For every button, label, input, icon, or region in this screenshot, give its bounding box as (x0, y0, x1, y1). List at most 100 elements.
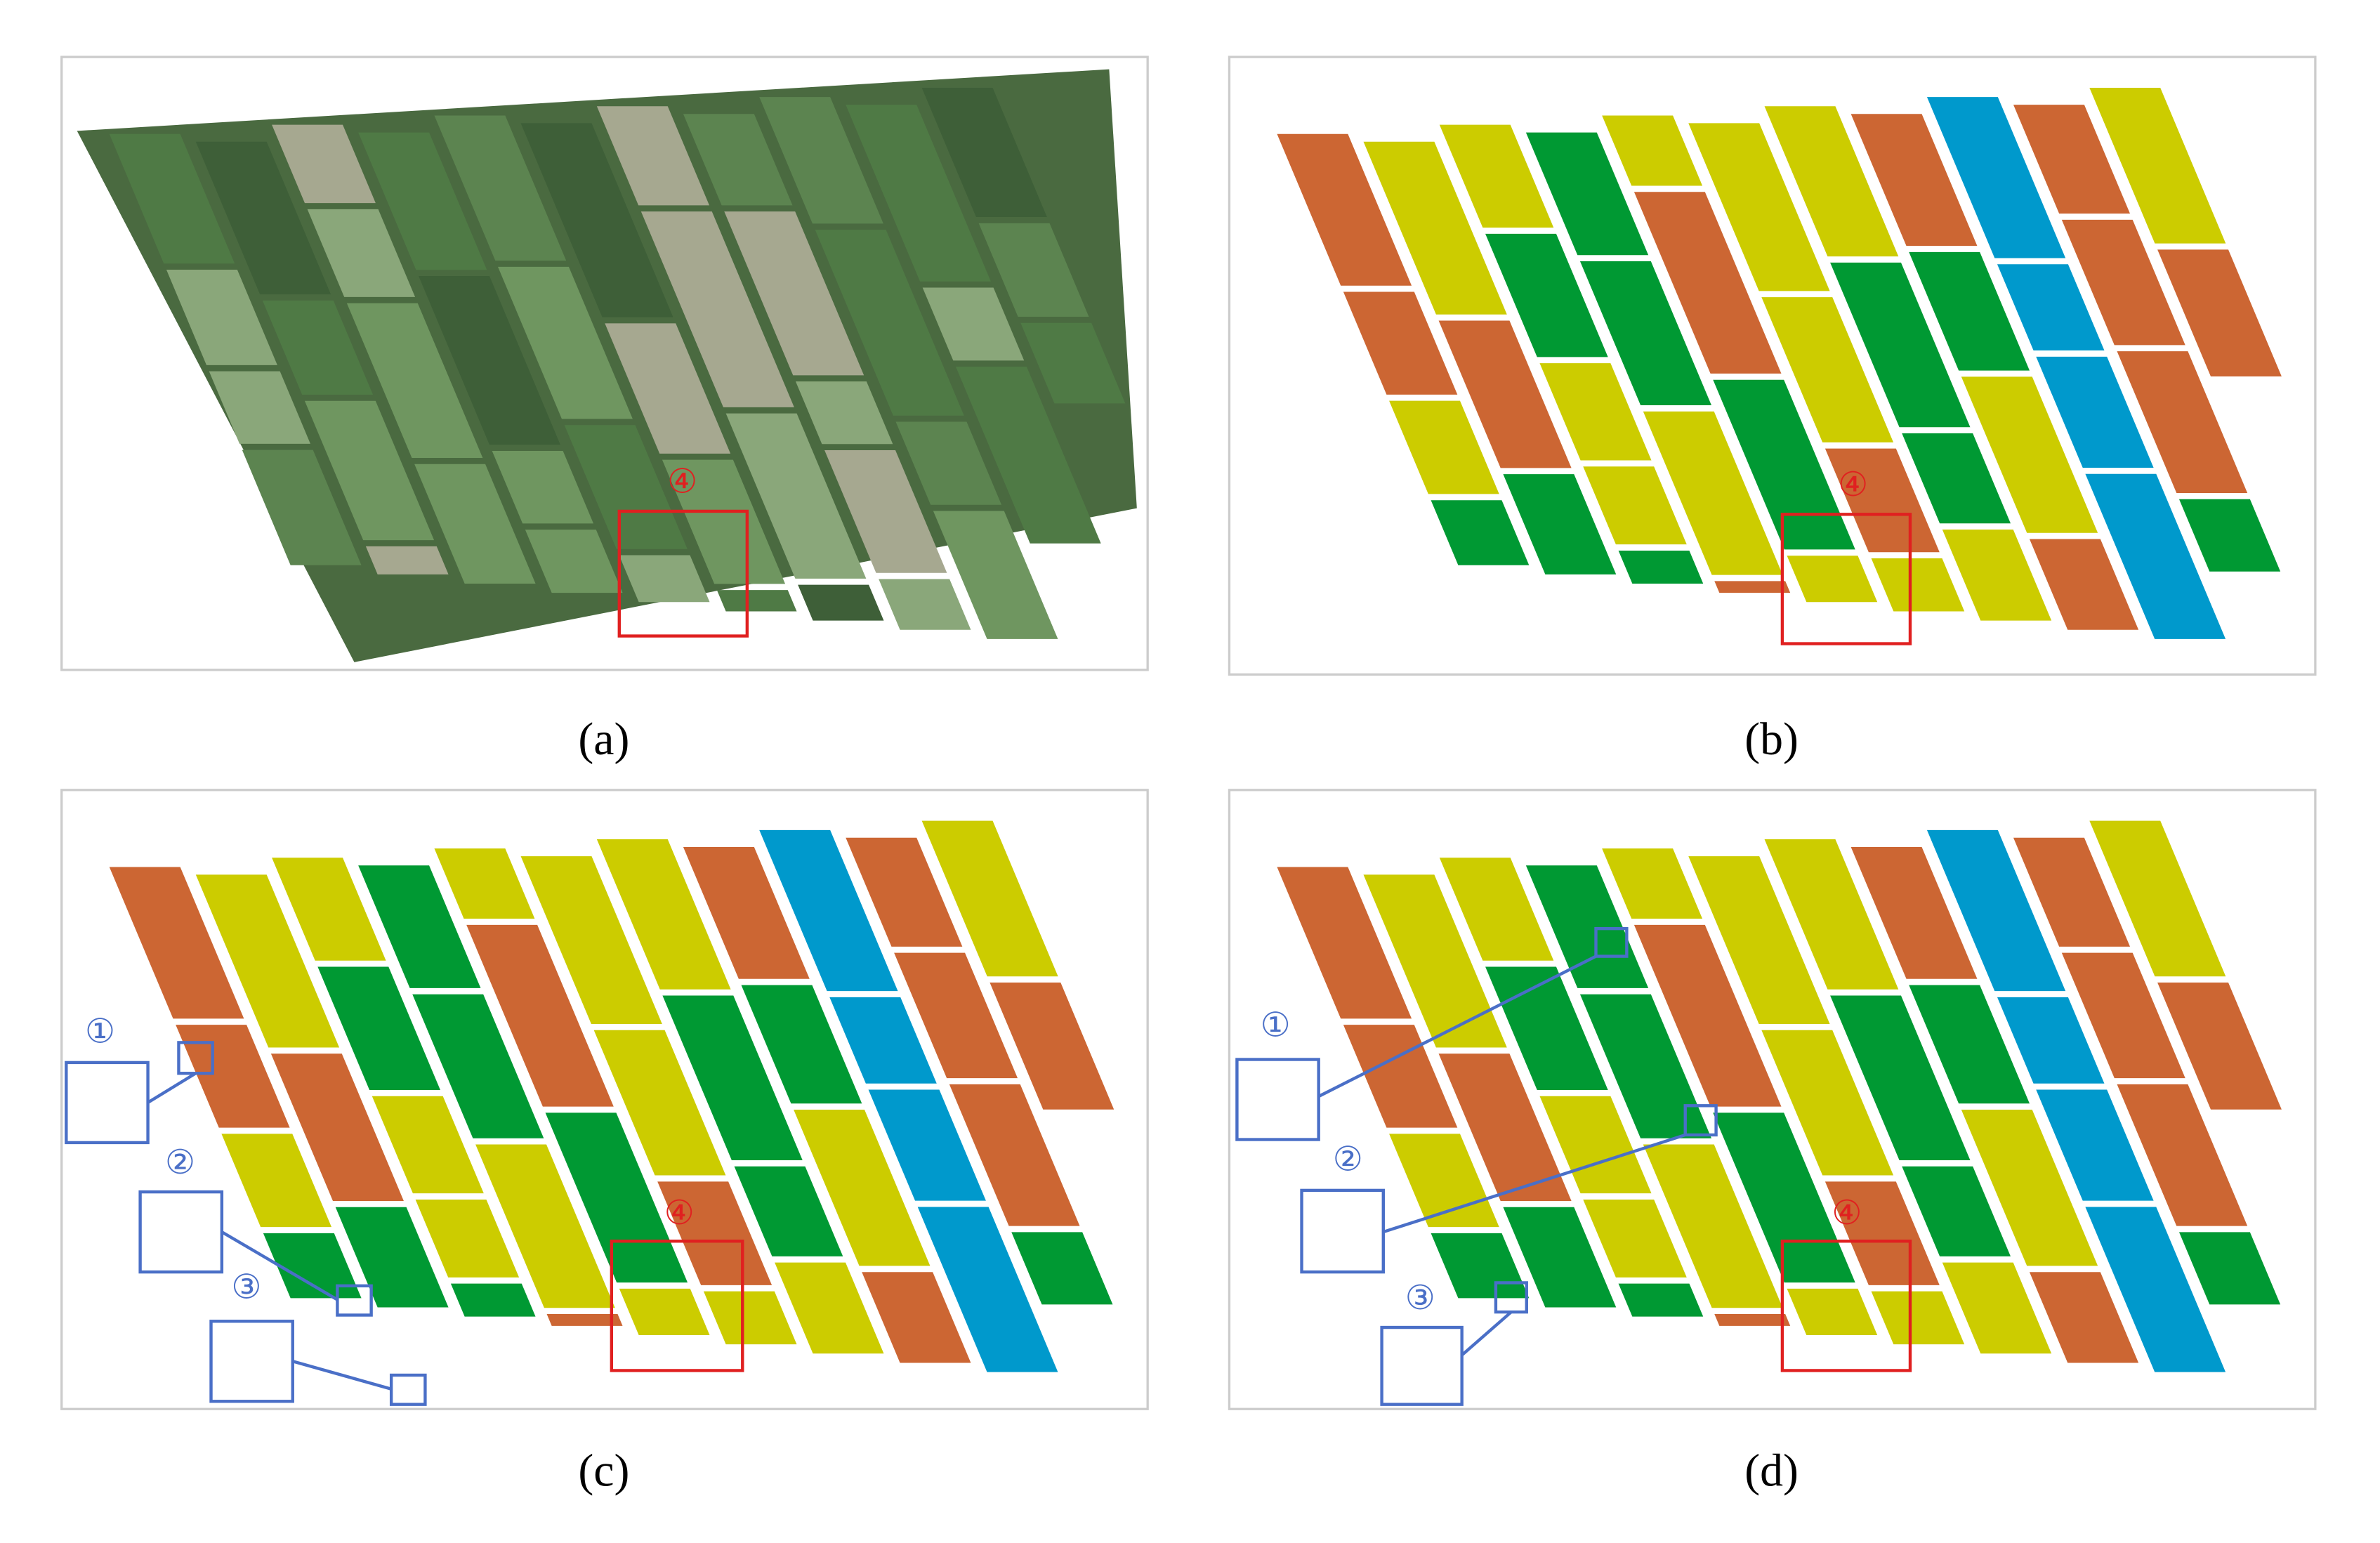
field (1997, 264, 2105, 351)
inset-box (1380, 1325, 1464, 1406)
field (1787, 556, 1878, 603)
field (242, 449, 362, 565)
field (1688, 856, 1830, 1025)
leader-line (292, 1360, 392, 1391)
field (1618, 550, 1704, 584)
field (195, 874, 340, 1048)
marker: ④ (1832, 1195, 1862, 1232)
field (492, 450, 594, 524)
field (1503, 474, 1617, 574)
field (1850, 114, 1978, 247)
panel-label: (b) (1744, 714, 1799, 765)
field (2029, 539, 2139, 630)
marker: ② (165, 1144, 195, 1181)
field (209, 371, 310, 444)
field (270, 1053, 404, 1202)
marker: ① (85, 1013, 115, 1051)
field (2013, 837, 2131, 947)
field (1583, 466, 1687, 545)
field (466, 924, 614, 1107)
field (1438, 1053, 1572, 1202)
field (978, 223, 1089, 317)
field (2157, 983, 2282, 1110)
field (1902, 433, 2011, 524)
field (1525, 132, 1649, 256)
field (1438, 320, 1572, 468)
inset-boxes (65, 926, 1718, 1406)
field (415, 1199, 520, 1278)
field (1363, 874, 1507, 1048)
field (619, 555, 710, 603)
field (1389, 400, 1499, 494)
field (1643, 411, 1783, 575)
field (2061, 952, 2185, 1079)
field (921, 820, 1058, 977)
field (724, 211, 864, 376)
field (434, 848, 535, 919)
field (1363, 141, 1507, 315)
highlight-box (610, 1240, 744, 1372)
field (662, 995, 803, 1160)
field (1961, 376, 2098, 533)
field (990, 983, 1115, 1110)
field (917, 1207, 1058, 1372)
field (1485, 233, 1608, 357)
field (1602, 115, 1703, 186)
field (304, 400, 435, 541)
field (2089, 87, 2226, 244)
field (596, 839, 731, 990)
field (879, 579, 971, 630)
leader-line (1317, 954, 1597, 1098)
annotations (65, 509, 1912, 1406)
field (1503, 1207, 1617, 1308)
field (317, 966, 440, 1091)
field (829, 997, 937, 1084)
field (525, 530, 623, 593)
field (596, 106, 710, 206)
field (346, 303, 483, 458)
field (434, 115, 567, 261)
marker: ② (1333, 1141, 1363, 1178)
field (1431, 500, 1530, 565)
field (716, 590, 797, 612)
field (1761, 1030, 1894, 1176)
field (2061, 219, 2185, 346)
zoom-box (1494, 1281, 1528, 1314)
field (2178, 1232, 2281, 1305)
field (1830, 995, 1971, 1160)
field (414, 464, 536, 584)
field (2085, 1207, 2226, 1372)
field (1926, 829, 2066, 992)
field (1602, 848, 1703, 919)
panel-label: (c) (578, 1445, 629, 1497)
marker: ③ (1405, 1280, 1435, 1317)
field (1850, 846, 1978, 979)
field (412, 994, 544, 1138)
leader-line (147, 1072, 197, 1104)
field (1643, 1144, 1783, 1308)
field (619, 1288, 710, 1335)
maps (77, 69, 2282, 1372)
field (1277, 867, 1412, 1019)
field (475, 1144, 615, 1308)
field (862, 1272, 971, 1363)
field (1343, 1025, 1458, 1128)
field (1714, 1314, 1791, 1326)
leader-line (1461, 1311, 1513, 1357)
field (1926, 97, 2066, 258)
field (2117, 1084, 2248, 1226)
field (949, 1084, 1080, 1226)
field (2029, 1272, 2139, 1363)
field (1787, 1288, 1878, 1335)
field (450, 1283, 536, 1317)
field (1343, 291, 1458, 395)
field (775, 1262, 884, 1354)
field (109, 133, 235, 264)
field (1761, 297, 1894, 442)
field (195, 141, 331, 295)
field (1539, 363, 1652, 461)
field (520, 856, 662, 1025)
field (1909, 985, 2030, 1104)
field (846, 105, 991, 282)
